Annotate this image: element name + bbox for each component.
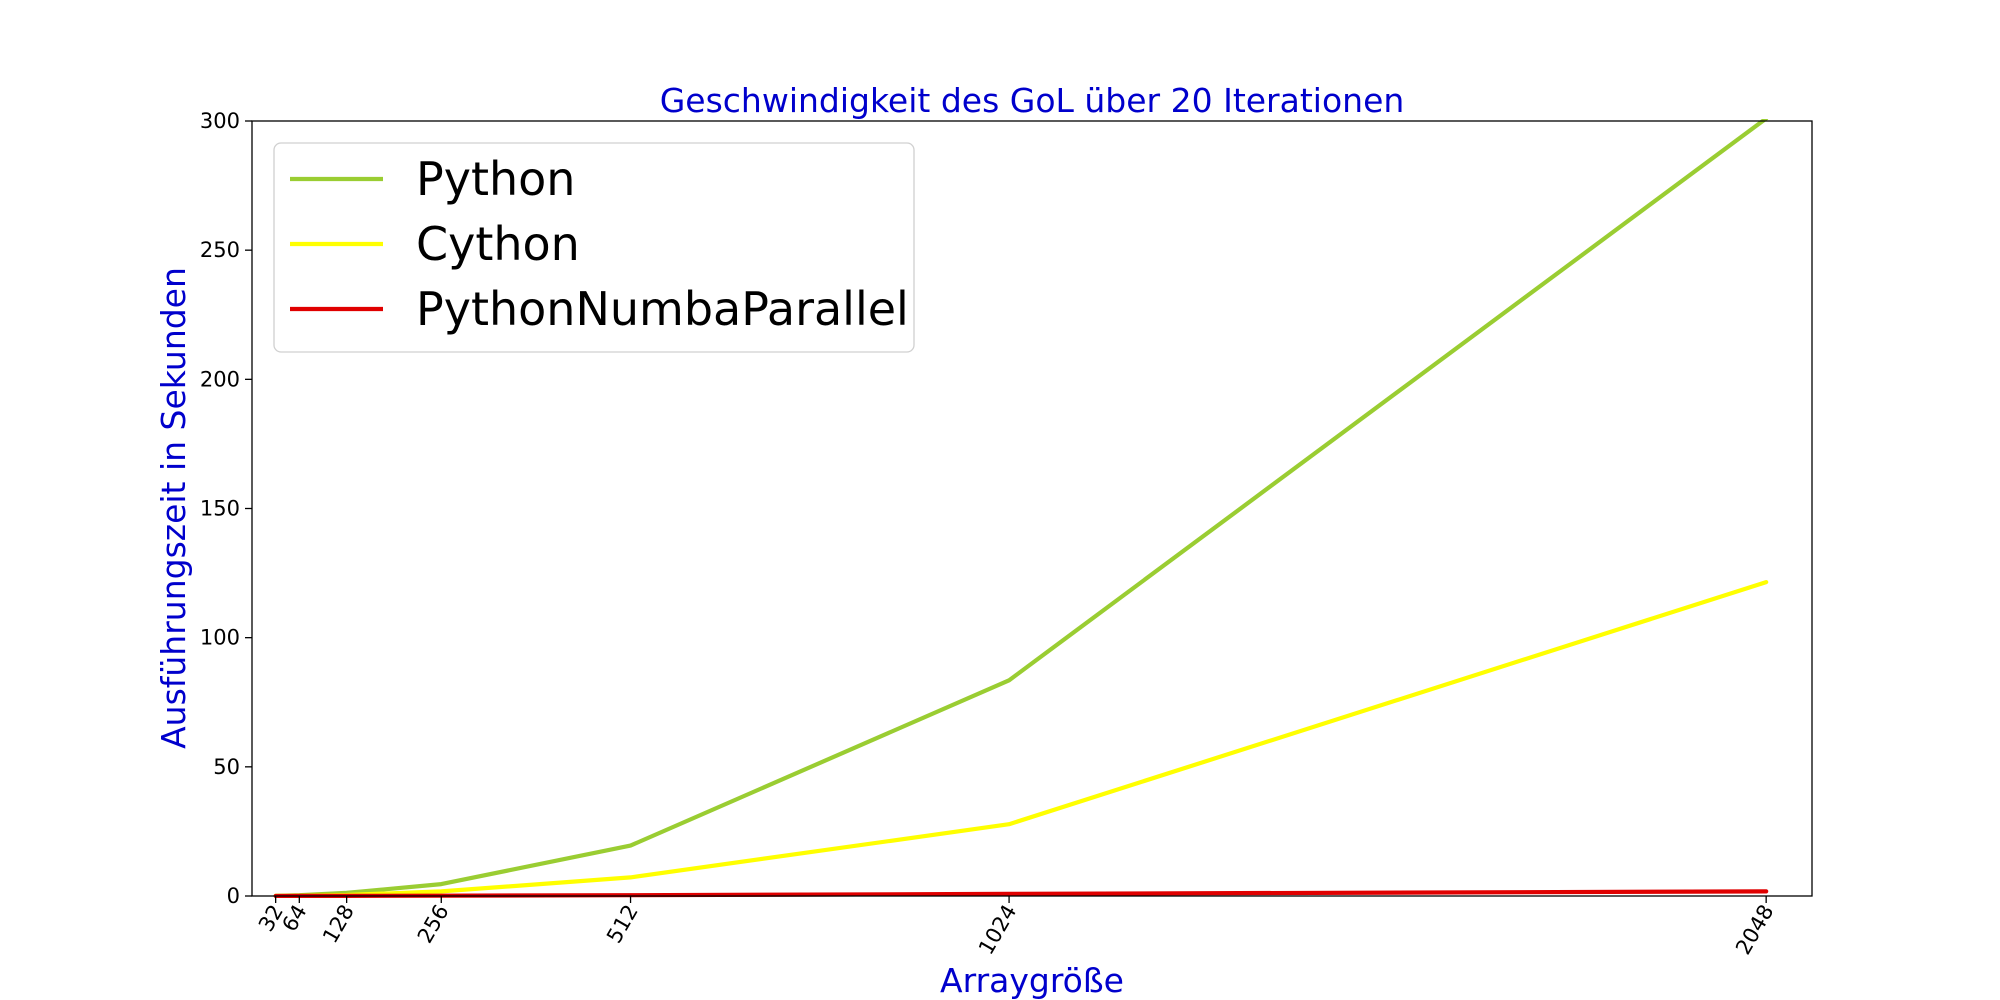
y-tick-label: 0 [227, 884, 240, 908]
y-axis-label: Ausführungszeit in Sekunden [154, 267, 193, 749]
y-tick-label: 50 [213, 755, 240, 779]
y-tick-label: 150 [200, 497, 240, 521]
y-tick-label: 200 [200, 367, 240, 391]
legend-label-pythonnumbaparallel: PythonNumbaParallel [416, 282, 909, 336]
chart-title: Geschwindigkeit des GoL über 20 Iteratio… [660, 81, 1405, 120]
legend-label-python: Python [416, 152, 575, 206]
y-tick-label: 100 [200, 626, 240, 650]
y-tick-label: 300 [200, 109, 240, 133]
x-axis-label: Arraygröße [940, 961, 1124, 1000]
legend: Python Cython PythonNumbaParallel [273, 142, 915, 353]
legend-label-cython: Cython [416, 217, 580, 271]
y-tick-label: 250 [200, 238, 240, 262]
legend-box [273, 142, 915, 353]
